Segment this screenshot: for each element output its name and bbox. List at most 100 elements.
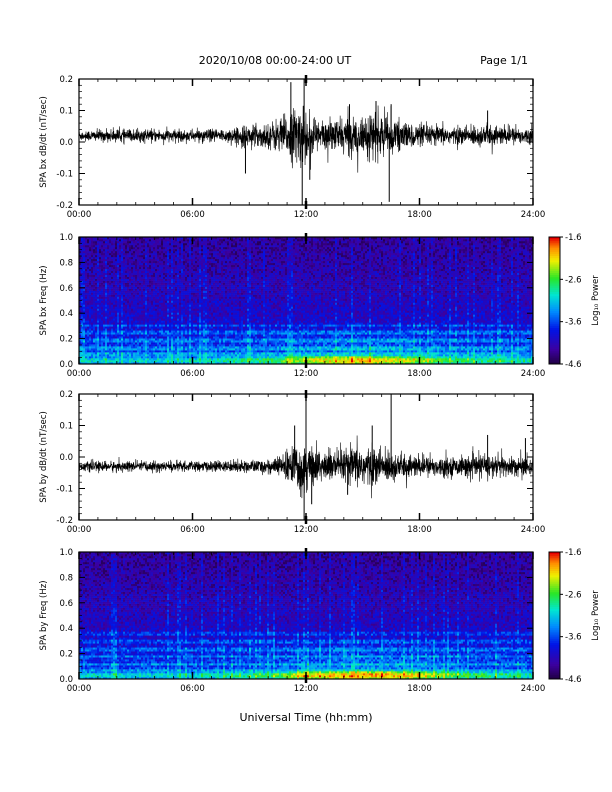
heat-cell xyxy=(173,258,176,262)
heat-cell xyxy=(83,294,86,297)
heat-cell xyxy=(145,296,148,299)
heat-cell xyxy=(155,352,158,355)
heat-cell xyxy=(145,272,148,275)
heat-cell xyxy=(219,237,222,240)
heat-cell xyxy=(79,238,82,242)
heat-cell xyxy=(137,256,140,260)
heat-cell xyxy=(159,322,162,325)
heat-cell xyxy=(117,274,120,277)
heat-cell xyxy=(159,250,162,254)
heat-cell xyxy=(93,260,96,264)
heat-cell xyxy=(185,358,188,361)
heat-cell xyxy=(213,278,216,281)
heat-cell xyxy=(107,238,110,242)
heat-cell xyxy=(151,250,154,254)
heat-cell xyxy=(175,332,178,335)
heat-cell xyxy=(167,254,170,258)
heat-cell xyxy=(149,348,152,351)
heat-cell xyxy=(121,350,124,353)
heat-cell xyxy=(211,242,214,246)
heat-cell xyxy=(223,237,226,240)
heat-cell xyxy=(163,336,166,339)
heat-cell xyxy=(195,278,198,281)
heat-cell xyxy=(101,272,104,275)
heat-cell xyxy=(95,328,98,331)
heat-cell xyxy=(113,260,116,264)
heat-cell xyxy=(135,294,138,297)
heat-cell xyxy=(199,334,202,337)
heat-cell xyxy=(223,270,226,274)
heat-cell xyxy=(215,280,218,283)
heat-cell xyxy=(183,362,186,365)
heat-cell xyxy=(161,282,164,285)
heat-cell xyxy=(143,252,146,256)
heat-cell xyxy=(123,310,126,313)
heat-cell xyxy=(165,256,168,260)
heat-cell xyxy=(223,240,226,244)
heat-cell xyxy=(177,286,180,289)
heat-cell xyxy=(131,340,134,343)
heat-cell xyxy=(155,314,158,317)
heat-cell xyxy=(83,346,86,349)
heat-cell xyxy=(133,248,136,252)
heat-cell xyxy=(171,256,174,260)
heat-cell xyxy=(91,276,94,279)
heat-cell xyxy=(203,344,206,347)
heat-cell xyxy=(167,296,170,299)
heat-cell xyxy=(87,300,90,303)
heat-cell xyxy=(101,256,104,260)
heat-cell xyxy=(199,270,202,274)
heat-cell xyxy=(187,288,190,291)
heat-cell xyxy=(171,362,174,365)
heat-cell xyxy=(141,336,144,339)
heat-cell xyxy=(121,356,124,359)
heat-cell xyxy=(219,312,222,315)
heat-cell xyxy=(225,296,228,299)
heat-cell xyxy=(131,348,134,351)
heat-cell xyxy=(215,346,218,349)
heat-cell xyxy=(163,296,166,299)
heat-cell xyxy=(85,318,88,321)
heat-cell xyxy=(123,248,126,252)
heat-cell xyxy=(171,252,174,256)
heat-cell xyxy=(219,348,222,351)
x-tick-label-0-2: 12:00 xyxy=(294,210,319,220)
heat-cell xyxy=(181,326,184,329)
heat-cell xyxy=(187,266,190,270)
heat-cell xyxy=(121,362,124,365)
heat-cell xyxy=(137,278,140,281)
heat-cell xyxy=(201,280,204,283)
heat-cell xyxy=(127,334,130,337)
heat-cell xyxy=(131,304,134,307)
heat-cell xyxy=(159,237,162,240)
heat-cell xyxy=(143,300,146,303)
heat-cell xyxy=(217,314,220,317)
heat-cell xyxy=(199,350,202,353)
heat-cell xyxy=(105,280,108,283)
heat-cell xyxy=(209,242,212,246)
heat-cell xyxy=(85,324,88,327)
heat-cell xyxy=(163,260,166,264)
heat-cell xyxy=(191,276,194,279)
heat-cell xyxy=(223,262,226,266)
heat-cell xyxy=(91,237,94,240)
heat-cell xyxy=(97,260,100,264)
heat-cell xyxy=(151,254,154,258)
heat-cell xyxy=(185,354,188,357)
heat-cell xyxy=(103,330,106,333)
heat-cell xyxy=(135,264,138,268)
heat-cell xyxy=(187,302,190,305)
heat-cell xyxy=(155,268,158,272)
heat-cell xyxy=(103,360,106,363)
heat-cell xyxy=(137,340,140,343)
heat-cell xyxy=(209,314,212,317)
heat-cell xyxy=(113,266,116,270)
heat-cell xyxy=(109,282,112,285)
heat-cell xyxy=(205,334,208,337)
heat-cell xyxy=(103,258,106,262)
heat-cell xyxy=(85,308,88,311)
heat-cell xyxy=(133,246,136,250)
heat-cell xyxy=(163,308,166,311)
heat-cell xyxy=(197,344,200,347)
heat-cell xyxy=(91,360,94,363)
